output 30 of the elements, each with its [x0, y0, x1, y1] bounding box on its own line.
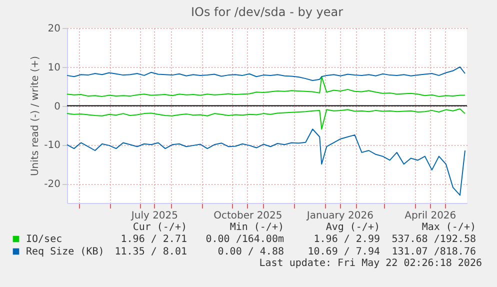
x-tick-label: July 2025: [130, 210, 178, 222]
y-axis-title: Units read (-) / write (+): [30, 56, 42, 176]
text: 11.35 / 8.01: [114, 246, 187, 258]
text: Min (-/+): [230, 222, 284, 233]
text: 0.00 /164.00m: [206, 234, 284, 245]
line-series: [66, 66, 466, 81]
y-tick-label: -10: [44, 140, 60, 152]
y-tick-label: 10: [48, 62, 60, 74]
text: Last update: Fri May 22 02:26:18 2026: [259, 258, 482, 269]
text: 0.00 / 4.88: [218, 246, 284, 258]
x-tick-label: January 2026: [306, 210, 374, 222]
text: Cur (-/+): [132, 222, 187, 233]
legend-label: Req Size (KB): [26, 246, 104, 258]
line-series: [66, 108, 466, 130]
x-tick-label: April 2026: [404, 210, 456, 222]
y-tick-label: 0: [54, 101, 60, 112]
text: 537.68 /192.58: [392, 234, 476, 245]
text: 131.07 /818.76: [392, 246, 476, 258]
y-tick-label: 20: [48, 24, 60, 34]
x-tick-label: October 2025: [214, 210, 282, 222]
text: 1.96 / 2.99: [314, 234, 380, 245]
text: 1.96 / 2.71: [120, 234, 187, 245]
y-tick-label: -20: [44, 179, 60, 190]
legend-label: IO/sec: [26, 234, 62, 245]
chart-title: IOs for /dev/sda - by year: [190, 5, 344, 19]
line-series: [66, 128, 466, 196]
text: Max (-/+): [422, 222, 476, 233]
line-series: [66, 76, 466, 97]
text: 10.69 / 7.94: [308, 246, 380, 258]
text: Avg (-/+): [326, 222, 380, 233]
